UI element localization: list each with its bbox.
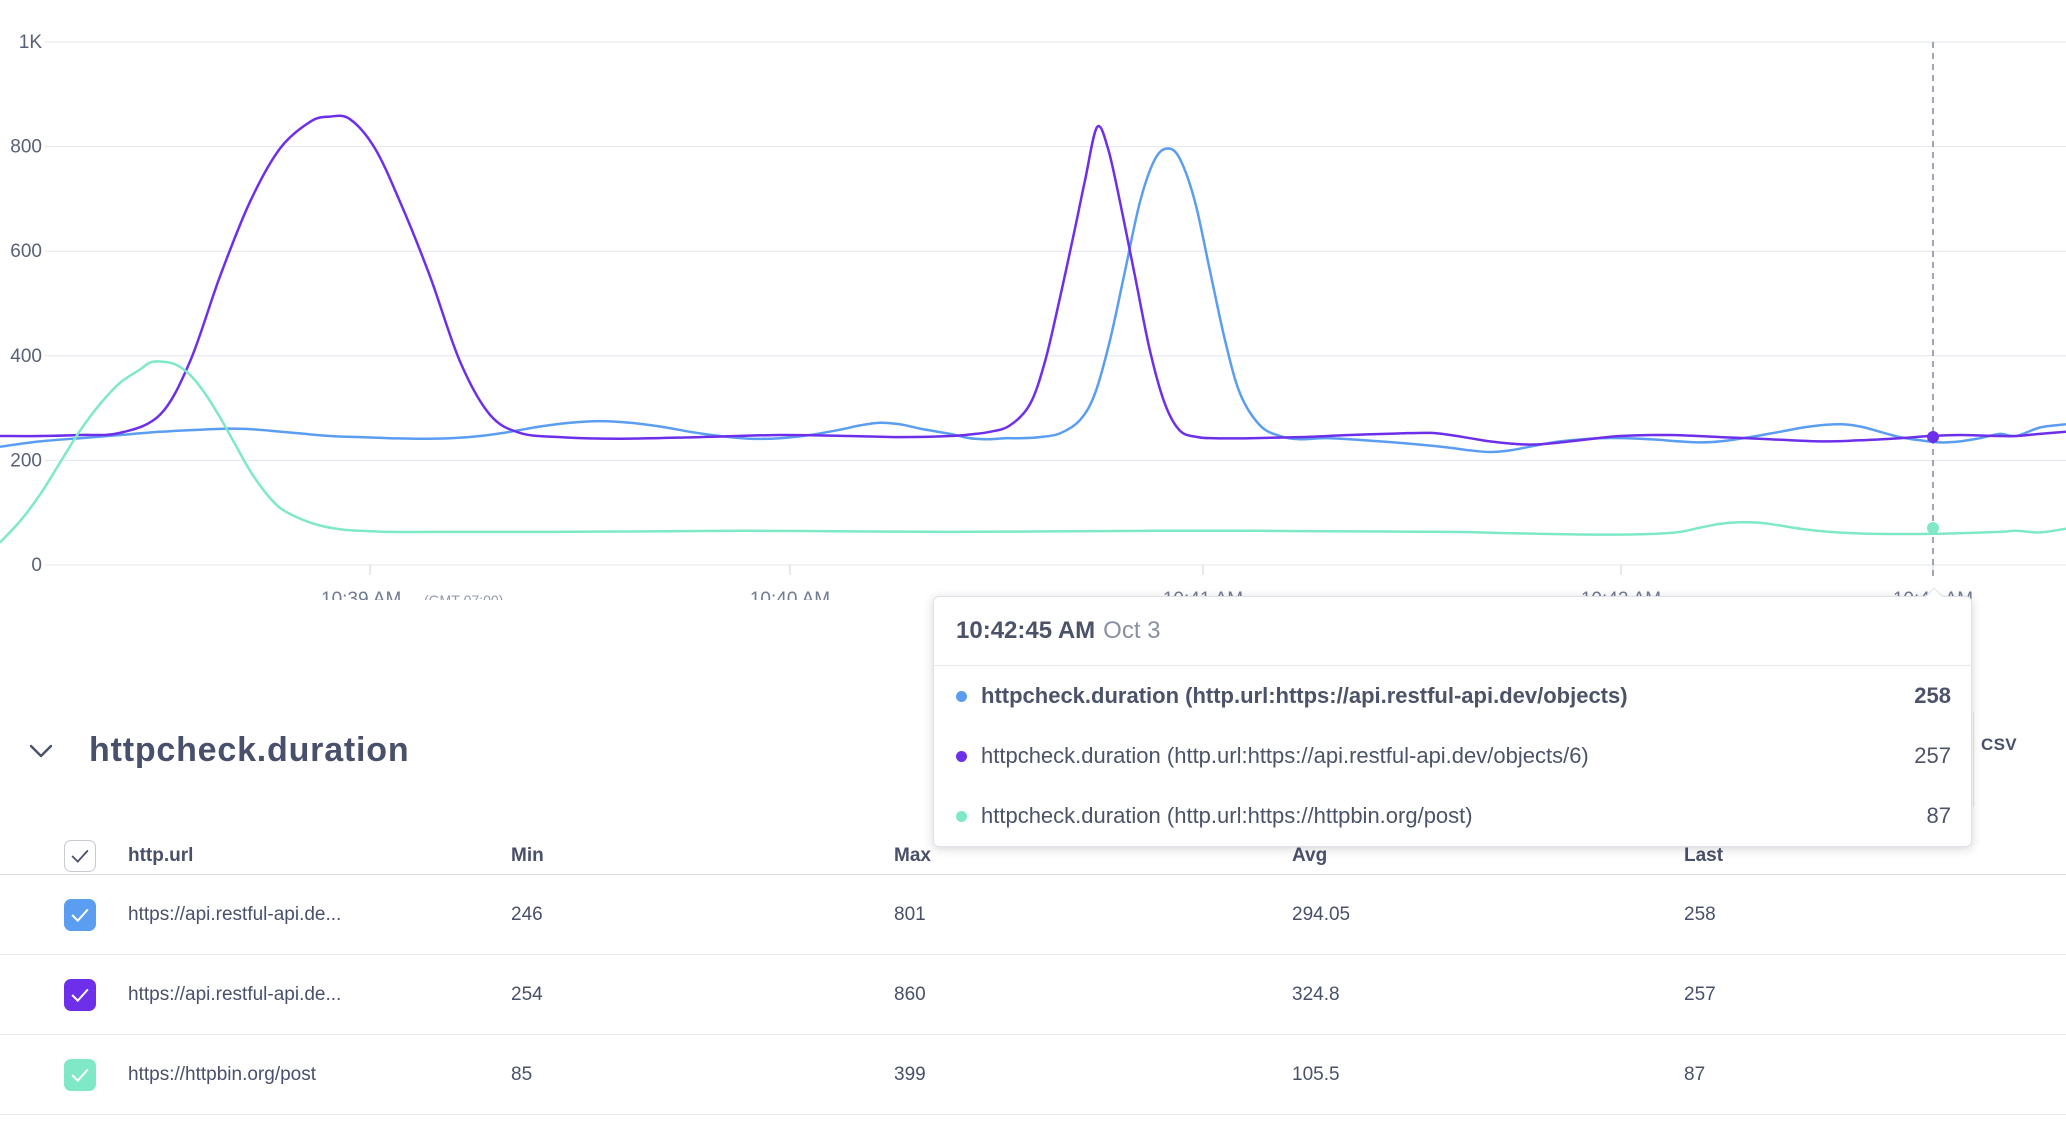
svg-text:200: 200 bbox=[10, 450, 42, 471]
svg-text:0: 0 bbox=[31, 555, 42, 576]
svg-text:10:40 AM: 10:40 AM bbox=[750, 589, 830, 600]
svg-text:600: 600 bbox=[10, 241, 42, 262]
svg-text:800: 800 bbox=[10, 137, 42, 158]
svg-text:400: 400 bbox=[10, 346, 42, 367]
svg-text:10:39 AM: 10:39 AM bbox=[321, 589, 401, 600]
svg-text:(GMT-07:00): (GMT-07:00) bbox=[424, 592, 503, 600]
svg-text:1K: 1K bbox=[19, 32, 43, 53]
